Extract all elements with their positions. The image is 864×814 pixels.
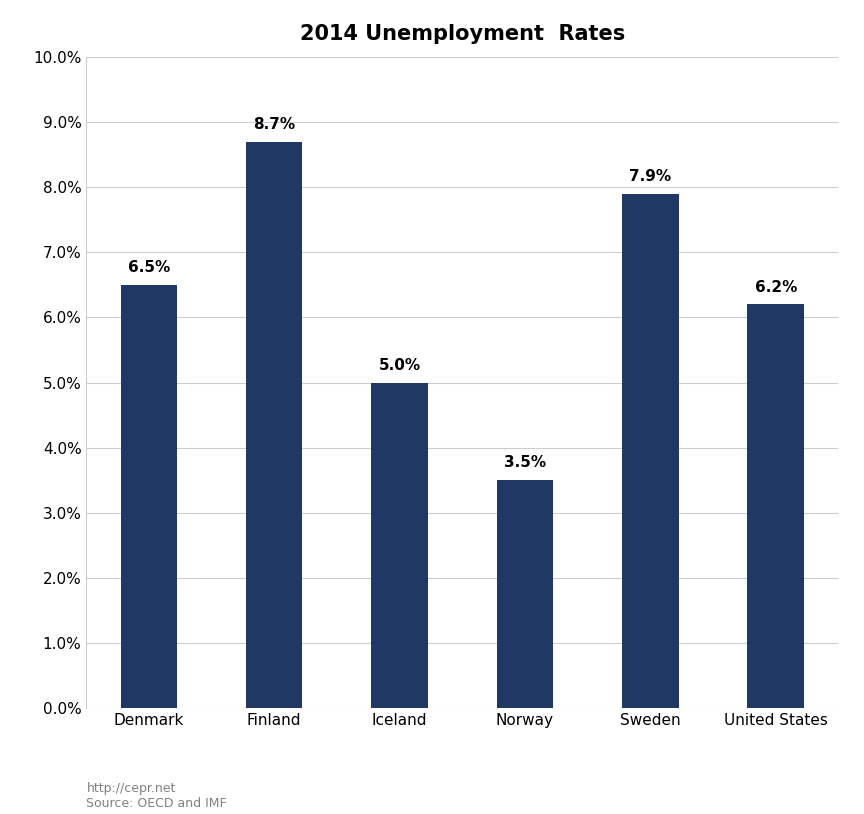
Bar [372,383,428,708]
Bar [747,304,804,708]
Text: 6.5%: 6.5% [128,260,170,275]
Text: 6.2%: 6.2% [754,280,797,295]
Bar [622,194,678,708]
Title: 2014 Unemployment  Rates: 2014 Unemployment Rates [300,24,625,44]
Bar [246,142,302,708]
Text: 7.9%: 7.9% [629,169,671,184]
Bar [121,285,177,708]
Text: 5.0%: 5.0% [378,358,421,373]
Text: http://cepr.net
Source: OECD and IMF: http://cepr.net Source: OECD and IMF [86,782,227,810]
Text: 8.7%: 8.7% [253,117,295,132]
Bar [497,480,553,708]
Text: 3.5%: 3.5% [504,456,546,470]
